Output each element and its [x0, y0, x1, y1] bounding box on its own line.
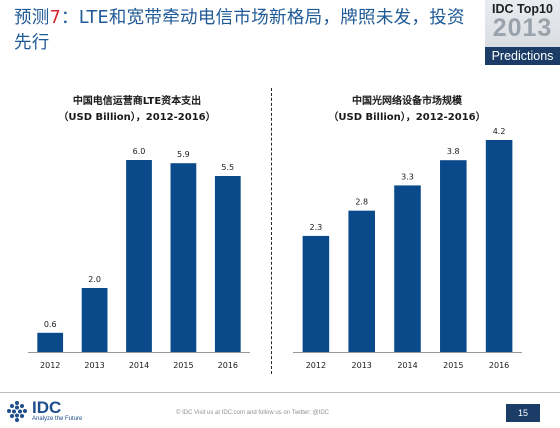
x-tick-label: 2013	[352, 361, 372, 370]
slide-title: 预测7：LTE和宽带牵动电信市场新格局，牌照未发，投资先行	[14, 6, 474, 56]
bar-2012	[302, 235, 330, 352]
badge-top-text: IDC Top10	[492, 2, 553, 16]
bar-2015	[440, 160, 467, 352]
data-label: 0.6	[44, 320, 57, 329]
footer-notice: © IDC Visit us at IDC.com and follow us …	[176, 410, 330, 416]
bar-2016	[214, 176, 241, 352]
chart-title: 中国光网络设备市场规模	[352, 94, 463, 107]
data-label: 5.9	[177, 150, 190, 159]
bar-2014	[126, 160, 152, 352]
data-label: 2.3	[310, 223, 323, 232]
bar-2014	[394, 185, 421, 352]
footer-rule	[0, 392, 560, 393]
x-tick-label: 2016	[489, 361, 509, 370]
title-number: 7	[49, 8, 62, 28]
chart-divider	[271, 88, 272, 374]
badge-bottom-text: Predictions	[485, 47, 560, 65]
data-label: 5.5	[221, 163, 234, 172]
x-tick-label: 2015	[443, 361, 463, 370]
chart-title: 中国电信运营商LTE资本支出	[73, 94, 201, 107]
chart-subtitle: （USD Billion），2012-2016）	[328, 110, 485, 123]
data-label: 4.2	[493, 127, 506, 136]
data-label: 3.3	[401, 172, 414, 181]
data-label: 2.8	[355, 198, 368, 207]
page-number: 15	[506, 404, 540, 422]
data-label: 6.0	[133, 147, 146, 156]
idc-globe-icon	[7, 401, 27, 422]
logo-tagline: Analyze the Future	[32, 416, 83, 422]
bar-2013	[348, 210, 375, 352]
data-label: 3.8	[447, 147, 460, 156]
badge-year: 2013	[492, 14, 553, 42]
chart-subtitle: （USD Billion），2012-2016）	[58, 110, 215, 123]
x-tick-label: 2012	[40, 361, 60, 370]
data-label: 2.0	[88, 275, 101, 284]
x-tick-label: 2013	[84, 361, 104, 370]
x-tick-label: 2015	[173, 361, 193, 370]
x-tick-label: 2016	[218, 361, 238, 370]
bar-2015	[170, 163, 197, 352]
x-tick-label: 2014	[397, 361, 417, 370]
title-rest: ：LTE和宽带牵动电信市场新格局，牌照未发，投资先行	[14, 8, 465, 53]
idc-logo[interactable]: IDC Analyze the Future	[4, 398, 90, 424]
x-tick-label: 2014	[129, 361, 149, 370]
idc-top10-badge: IDC Top10 2013 Predictions	[485, 0, 560, 65]
logo-text: IDC	[32, 398, 62, 417]
title-prefix: 预测	[14, 8, 50, 28]
bar-2013	[81, 288, 108, 352]
bar-2016	[485, 140, 513, 352]
bar-2012	[37, 332, 64, 352]
x-tick-label: 2012	[306, 361, 326, 370]
